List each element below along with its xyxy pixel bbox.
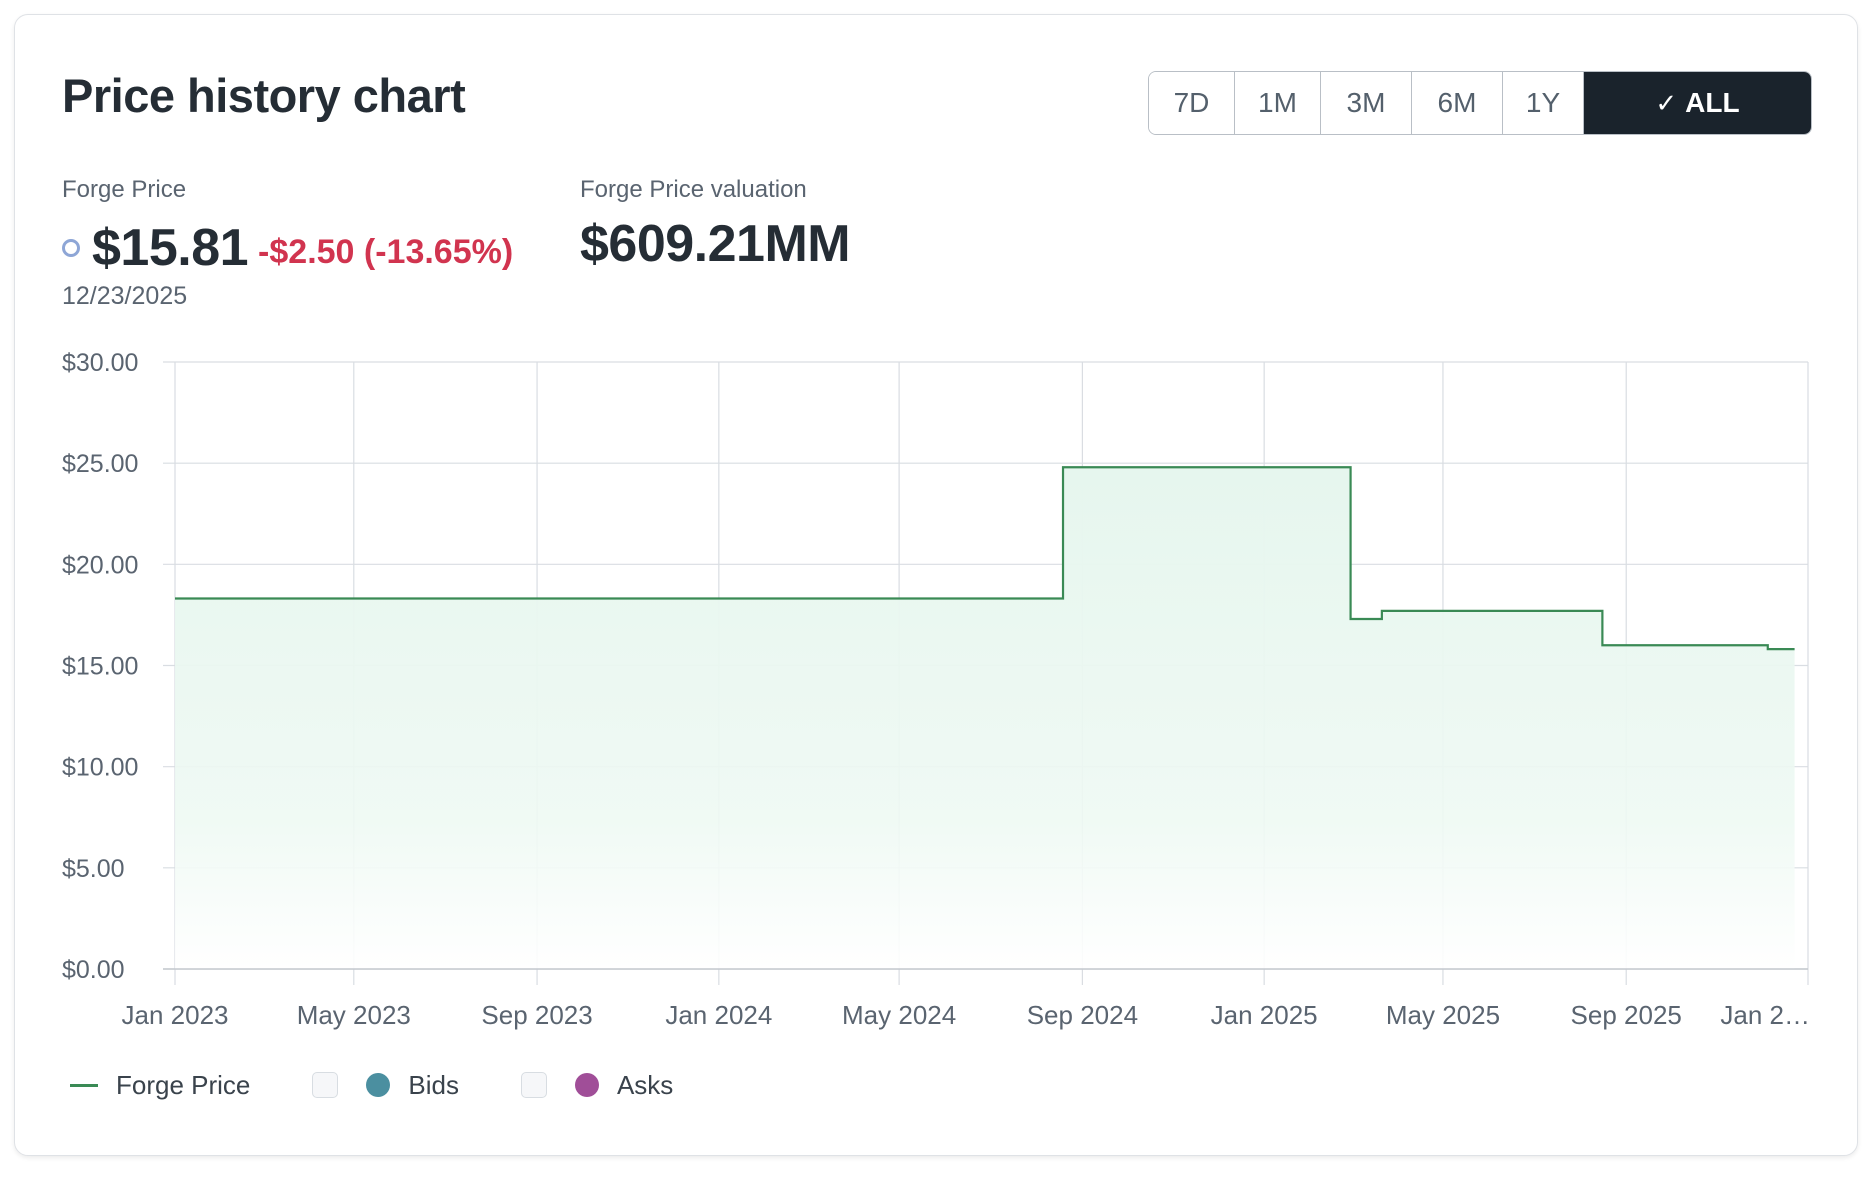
asks-dot-icon	[574, 1073, 599, 1097]
bids-dot-icon	[366, 1073, 391, 1097]
check-icon: ✓	[1655, 87, 1678, 118]
x-tick-label: Jan 2023	[122, 1000, 229, 1030]
x-tick-label: Jan 2…	[1720, 1000, 1810, 1030]
price-history-chart: $0.00 $5.00 $10.00 $15.00 $20.00 $25.00 $30.00…	[62, 349, 1810, 1030]
x-tick-label: Jan 2024	[665, 1000, 772, 1030]
forge-price-line-icon	[70, 1083, 98, 1087]
y-tick-label: $15.00	[62, 653, 138, 681]
bids-checkbox[interactable]	[312, 1072, 339, 1098]
series-line-forge-price	[175, 466, 1795, 651]
asks-checkbox[interactable]	[520, 1072, 547, 1098]
range-button-6m[interactable]: 6M	[1412, 72, 1503, 134]
y-tick-label: $30.00	[62, 349, 138, 377]
y-tick-label: $10.00	[62, 754, 138, 782]
x-tick-label: May 2024	[842, 1000, 956, 1030]
forge-price-label: Forge Price	[62, 176, 187, 203]
y-tick-label: $5.00	[62, 855, 125, 883]
range-button-label: 1M	[1258, 87, 1297, 118]
legend-label-forge-price: Forge Price	[116, 1069, 251, 1100]
y-tick-label: $20.00	[62, 551, 138, 579]
chart-legend: Forge Price Bids Asks	[70, 1068, 673, 1102]
legend-item-bids[interactable]: Bids	[366, 1070, 459, 1101]
series-area-fill	[175, 467, 1795, 969]
range-button-7d[interactable]: 7D	[1149, 72, 1235, 134]
time-range-selector: 7D 1M 3M 6M 1Y ✓ ALL	[1148, 71, 1812, 135]
y-tick-label: $0.00	[62, 956, 125, 984]
range-button-3m[interactable]: 3M	[1321, 72, 1412, 134]
legend-label-bids: Bids	[408, 1069, 459, 1100]
range-button-label: 7D	[1173, 87, 1210, 118]
valuation-value: $609.21MM	[580, 215, 851, 273]
chart-title: Price history chart	[62, 69, 466, 122]
x-tick-label: Sep 2024	[1027, 1000, 1138, 1030]
forge-price-row: $15.81 -$2.50 (-13.65%)	[62, 218, 513, 278]
forge-price-value: $15.81	[92, 219, 249, 277]
legend-label-asks: Asks	[616, 1069, 674, 1100]
x-tick-label: May 2025	[1386, 1000, 1500, 1030]
legend-item-asks[interactable]: Asks	[574, 1069, 674, 1101]
range-button-all[interactable]: ✓ ALL	[1584, 72, 1811, 134]
forge-price-date: 12/23/2025	[62, 282, 188, 310]
range-button-label: 6M	[1437, 87, 1477, 118]
legend-item-forge-price[interactable]: Forge Price	[70, 1070, 250, 1101]
range-button-1m[interactable]: 1M	[1235, 72, 1321, 134]
y-tick-label: $25.00	[62, 450, 138, 478]
forge-price-change: -$2.50 (-13.65%)	[258, 232, 514, 271]
range-button-1y[interactable]: 1Y	[1503, 72, 1584, 134]
x-tick-label: Jan 2025	[1211, 1000, 1318, 1030]
x-tick-label: Sep 2025	[1571, 1000, 1682, 1030]
range-button-label: 3M	[1346, 87, 1386, 118]
x-tick-label: May 2023	[297, 1000, 411, 1030]
x-tick-label: Sep 2023	[481, 1000, 592, 1030]
range-button-label: 1Y	[1525, 87, 1561, 118]
valuation-label: Forge Price valuation	[580, 176, 807, 203]
current-price-marker-icon	[62, 239, 80, 257]
range-button-label: ALL	[1685, 87, 1740, 118]
